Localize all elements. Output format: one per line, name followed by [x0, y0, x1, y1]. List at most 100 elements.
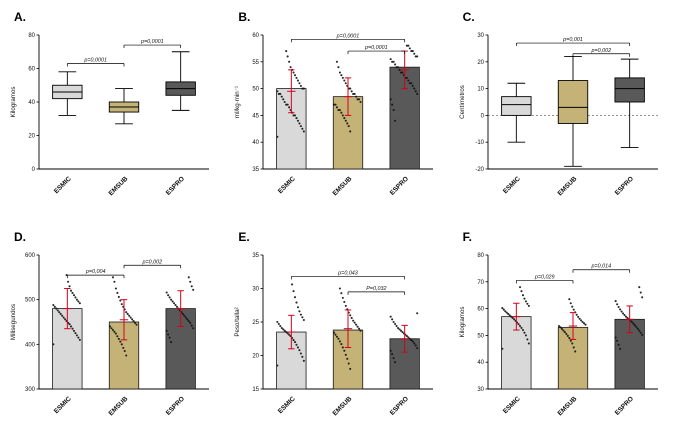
scatter-dot [407, 335, 410, 338]
scatter-dot [563, 330, 566, 333]
scatter-dot [64, 317, 67, 320]
scatter-dot [74, 295, 77, 298]
scatter-dot [401, 330, 404, 333]
scatter-dot [340, 74, 343, 77]
scatter-dot [620, 309, 623, 313]
scatter-dot [520, 289, 523, 292]
scatter-dot [336, 60, 339, 63]
y-tick-label: 80 [28, 33, 35, 39]
scatter-dot [342, 114, 345, 117]
scatter-dot [55, 307, 58, 310]
scatter-dot [345, 304, 348, 307]
scatter-dot [297, 119, 300, 122]
scatter-dot [281, 326, 284, 329]
scatter-dot [391, 317, 394, 320]
x-category-label: ESMIC [53, 395, 73, 415]
scatter-dot [340, 111, 343, 114]
y-axis-title: Kilogramos [459, 306, 466, 337]
y-tick-label: -10 [475, 140, 484, 146]
scatter-dot [400, 71, 403, 74]
scatter-dot [397, 326, 400, 329]
scatter-dot [339, 339, 342, 342]
scatter-dot [584, 323, 587, 326]
scatter-dot [572, 308, 575, 311]
scatter-dot [172, 301, 176, 304]
x-category-label: EMSUB [332, 395, 354, 417]
scatter-dot [301, 315, 304, 318]
chart-b-barscatter: 35 40 45 50 55 60 ml/kg·min⁻¹ ESMIC EMSUB ESPRO p=… [234, 33, 434, 197]
scatter-dot [167, 293, 170, 296]
scatter-dot [170, 298, 173, 301]
scatter-dot [349, 87, 352, 90]
scatter-dot [633, 323, 636, 326]
box [557, 80, 588, 124]
scatter-dot [301, 127, 304, 130]
scatter-dot [337, 108, 340, 112]
scatter-dot [564, 332, 568, 335]
scatter-dot [570, 305, 573, 308]
scatter-dot [116, 334, 119, 337]
scatter-dot [75, 298, 78, 301]
scatter-dot [281, 95, 284, 98]
scatter-dot [342, 345, 345, 349]
scatter-dot [394, 119, 397, 122]
scatter-dot [389, 349, 393, 352]
x-category-label: ESPRO [389, 175, 410, 196]
scatter-dot [349, 367, 352, 370]
scatter-dot [389, 315, 393, 318]
scatter-dot [409, 82, 412, 85]
scatter-dot [614, 335, 617, 339]
scatter-dot [294, 74, 297, 77]
scatter-dot [567, 336, 571, 339]
scatter-dot [518, 324, 521, 327]
scatter-dot [286, 55, 290, 58]
y-tick-label: 40 [28, 100, 35, 106]
scatter-dot [132, 319, 135, 322]
scatter-dot [349, 313, 352, 316]
scatter-dot [506, 312, 509, 315]
scatter-dot [74, 331, 77, 334]
y-tick-label: 0 [480, 113, 484, 119]
scatter-dot [527, 304, 530, 307]
y-tick-label: 80 [477, 253, 484, 259]
scatter-dot [68, 322, 71, 325]
scatter-dot [503, 309, 506, 312]
scatter-dot [346, 357, 349, 360]
scatter-dot [303, 359, 306, 362]
scatter-dot [525, 337, 529, 340]
y-tick-label: 45 [253, 113, 260, 119]
scatter-dot [637, 285, 640, 288]
scatter-dot [618, 347, 621, 350]
scatter-dot [359, 329, 362, 332]
scatter-dot [581, 320, 584, 323]
x-category-label: EMSUB [556, 395, 578, 417]
scatter-dot [356, 98, 359, 101]
scatter-dot [298, 82, 301, 85]
scatter-dot [135, 323, 138, 326]
x-category-label: ESPRO [165, 395, 186, 416]
scatter-dot [303, 318, 306, 321]
scatter-dot [297, 305, 300, 308]
scatter-dot [114, 332, 117, 335]
scatter-dot [505, 311, 508, 314]
scatter-dot [525, 302, 529, 305]
scatter-dot [52, 303, 55, 306]
scatter-dot [350, 90, 354, 93]
y-tick-label: 60 [477, 306, 484, 312]
scatter-dot [520, 326, 523, 329]
scatter-dot [358, 98, 361, 101]
scatter-dot [409, 47, 412, 50]
scatter-dot [279, 92, 282, 96]
scatter-dot [58, 310, 61, 313]
significance-label: p=0,0001 [364, 45, 388, 51]
x-category-label: ESPRO [389, 395, 410, 416]
plot-area: 300 400 500 600 Milisegundos ESMIC EMSUB ESPRO p… [10, 253, 209, 417]
scatter-dot [283, 100, 287, 104]
scatter-dot [500, 306, 504, 309]
y-tick-label: 35 [253, 167, 260, 173]
y-tick-label: 30 [477, 387, 484, 393]
scatter-dot [276, 320, 279, 323]
scatter-dot [278, 92, 281, 96]
scatter-dot [165, 329, 168, 332]
scatter-dot [521, 328, 524, 331]
